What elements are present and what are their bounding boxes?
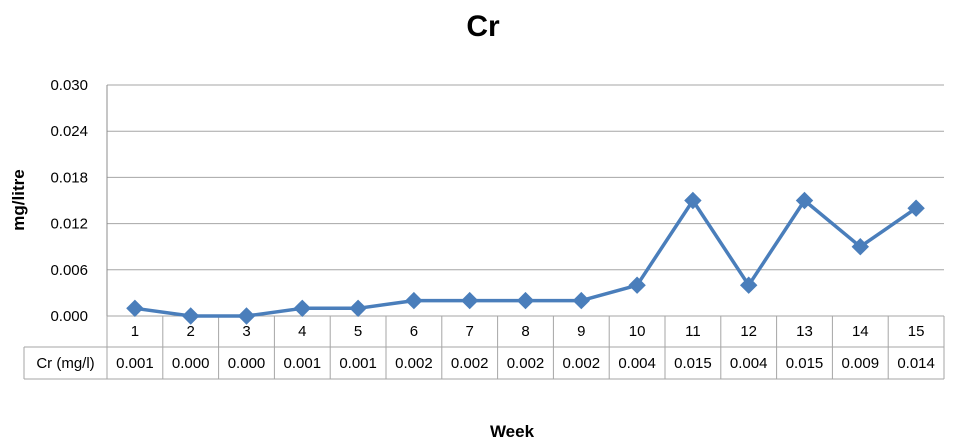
x-tick-label: 5 bbox=[354, 323, 362, 340]
x-tick-label: 11 bbox=[685, 323, 701, 340]
y-tick-label: 0.006 bbox=[50, 262, 88, 279]
table-value-cell: 0.001 bbox=[116, 355, 154, 372]
x-tick-label: 6 bbox=[410, 323, 418, 340]
data-point-marker bbox=[907, 199, 925, 217]
y-tick-label: 0.000 bbox=[50, 308, 88, 325]
x-tick-label: 15 bbox=[908, 323, 925, 340]
table-value-cell: 0.000 bbox=[228, 355, 266, 372]
series-markers bbox=[126, 191, 925, 325]
table-value-cell: 0.014 bbox=[897, 355, 935, 372]
table-value-cell: 0.004 bbox=[730, 355, 768, 372]
table-value-cell: 0.015 bbox=[786, 355, 824, 372]
x-tick-label: 4 bbox=[298, 323, 306, 340]
table-value-cell: 0.009 bbox=[842, 355, 880, 372]
x-tick-label: 13 bbox=[796, 323, 813, 340]
data-point-marker bbox=[851, 237, 870, 256]
table-value-cell: 0.001 bbox=[339, 355, 377, 372]
table-value-cell: 0.002 bbox=[563, 355, 601, 372]
x-tick-label: 10 bbox=[629, 323, 646, 340]
data-point-marker bbox=[293, 299, 312, 318]
x-tick-label: 12 bbox=[740, 323, 757, 340]
y-tick-label: 0.012 bbox=[50, 216, 88, 233]
x-tick-label: 2 bbox=[187, 323, 195, 340]
data-point-marker bbox=[237, 307, 256, 325]
data-point-marker bbox=[349, 299, 367, 318]
table-value-cell: 0.002 bbox=[507, 355, 545, 372]
data-point-marker bbox=[795, 191, 814, 210]
y-axis-label: mg/litre bbox=[9, 169, 28, 230]
data-point-marker bbox=[405, 291, 423, 310]
y-axis-ticks: 0.000 0.006 0.012 0.018 0.024 0.030 bbox=[50, 77, 88, 325]
x-tick-label: 1 bbox=[131, 323, 139, 340]
table-value-cell: 0.001 bbox=[284, 355, 322, 372]
chart-title: Cr bbox=[466, 10, 500, 43]
x-tick-label: 7 bbox=[466, 323, 474, 340]
table-value-cell: 0.004 bbox=[618, 355, 656, 372]
table-series-name: Cr (mg/l) bbox=[36, 355, 94, 372]
table-value-cell: 0.002 bbox=[395, 355, 433, 372]
table-value-cell: 0.015 bbox=[674, 355, 712, 372]
data-point-marker bbox=[516, 291, 535, 310]
data-point-marker bbox=[126, 299, 144, 318]
data-point-marker bbox=[684, 191, 702, 210]
data-point-marker bbox=[181, 307, 200, 325]
x-tick-label: 9 bbox=[577, 323, 585, 340]
data-point-marker bbox=[739, 276, 758, 294]
x-tick-label: 3 bbox=[242, 323, 250, 340]
y-tick-label: 0.030 bbox=[50, 77, 88, 94]
data-point-marker bbox=[628, 276, 646, 294]
data-point-marker bbox=[572, 291, 591, 310]
gridlines bbox=[106, 84, 944, 317]
y-tick-label: 0.024 bbox=[50, 123, 88, 140]
data-point-marker bbox=[460, 291, 479, 310]
x-axis-label: Week bbox=[490, 422, 535, 439]
x-tick-label: 14 bbox=[852, 323, 869, 340]
table-value-cell: 0.002 bbox=[451, 355, 489, 372]
table-value-cell: 0.000 bbox=[172, 355, 210, 372]
y-tick-label: 0.018 bbox=[50, 169, 88, 186]
x-tick-label: 8 bbox=[521, 323, 529, 340]
